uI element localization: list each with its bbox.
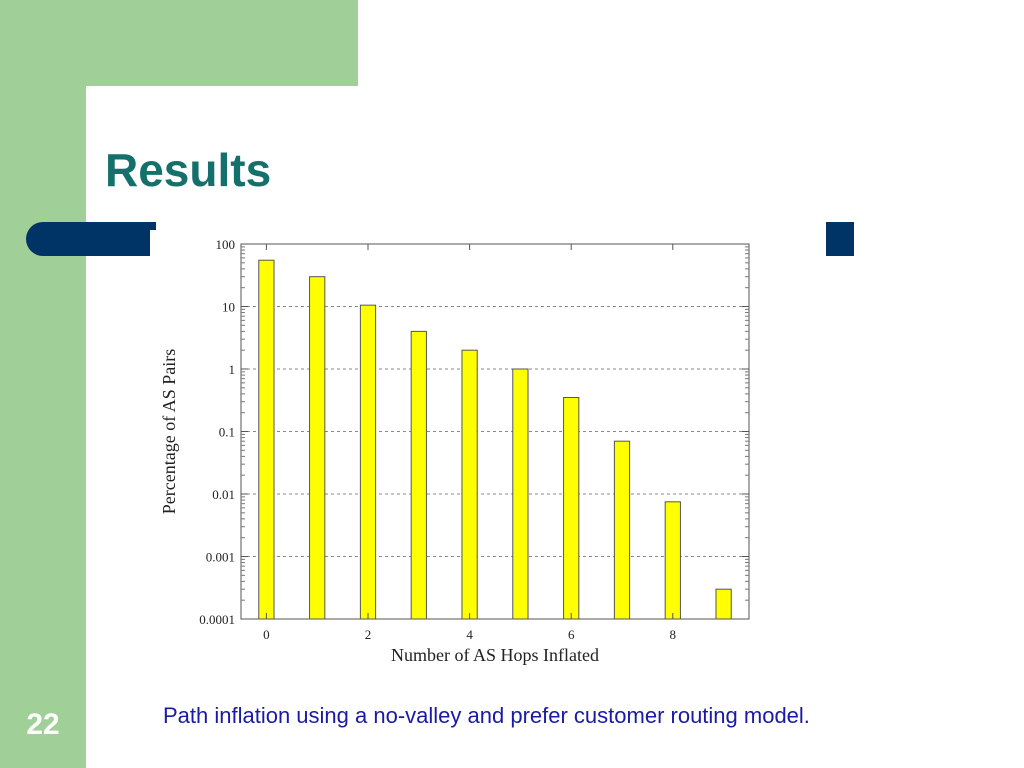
y-tick-label: 100 [216, 237, 236, 252]
y-tick-label: 10 [222, 300, 235, 315]
green-top-band [86, 0, 358, 86]
bar-9 [715, 588, 732, 620]
x-tick-label: 4 [466, 627, 473, 642]
bar-5 [512, 368, 529, 620]
y-tick-label: 0.0001 [199, 612, 235, 627]
y-axis-label: Percentage of AS Pairs [159, 349, 179, 514]
slide-title: Results [105, 144, 272, 196]
grid-lines [241, 306, 749, 557]
bar-3 [410, 330, 427, 620]
x-axis-label: Number of AS Hops Inflated [391, 645, 599, 665]
y-tick-label: 1 [229, 362, 236, 377]
slide-caption: Path inflation using a no-valley and pre… [163, 703, 810, 728]
bar-6 [563, 396, 580, 620]
title-accent-bar-left [26, 222, 156, 256]
bar-0 [258, 259, 275, 620]
bars [258, 259, 732, 620]
y-tick-label: 0.1 [219, 425, 235, 440]
bar-7 [613, 440, 631, 620]
chart-svg: 0.0001 0.001 0.01 0.1 1 10 100 0 2 4 6 8 Number of … [159, 237, 750, 665]
ticks: 0.0001 0.001 0.01 0.1 1 10 100 0 2 4 6 8 [199, 237, 749, 642]
x-tick-label: 8 [670, 627, 677, 642]
green-side-band [0, 0, 86, 768]
y-tick-label: 0.001 [206, 550, 235, 565]
x-tick-label: 2 [365, 627, 372, 642]
bar-8 [664, 501, 681, 620]
page-number: 22 [26, 708, 60, 741]
x-tick-label: 0 [263, 627, 270, 642]
bar-1 [309, 276, 326, 620]
title-accent-bar-right [826, 222, 854, 256]
bar-4 [461, 349, 478, 620]
y-tick-label: 0.01 [212, 487, 235, 502]
bar-2 [359, 304, 377, 620]
x-tick-label: 6 [568, 627, 575, 642]
chart: 0.0001 0.001 0.01 0.1 1 10 100 0 2 4 6 8 Number of … [150, 230, 770, 670]
